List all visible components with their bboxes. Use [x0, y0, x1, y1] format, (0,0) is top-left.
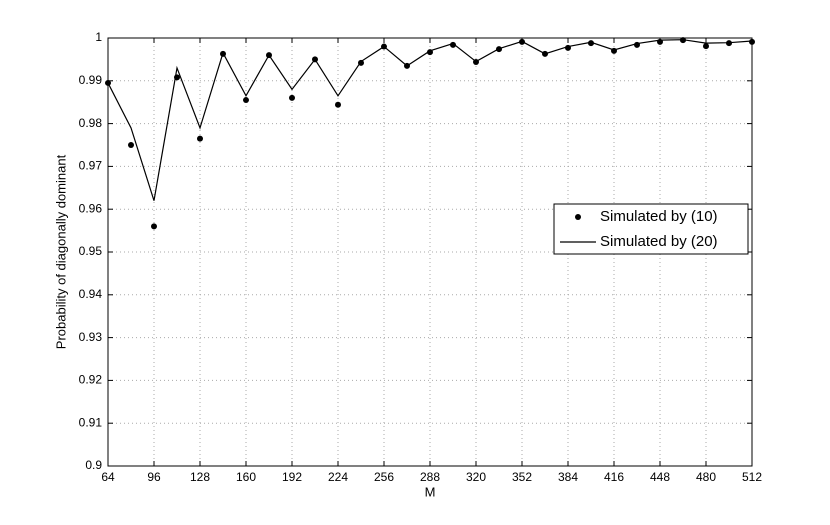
x-tick-label: 160: [236, 470, 256, 484]
data-point: [289, 94, 295, 101]
x-tick-label: 96: [147, 470, 161, 484]
legend-label: Simulated by (10): [600, 208, 718, 225]
x-tick-label: 384: [558, 470, 578, 484]
data-point: [243, 97, 249, 104]
data-point: [128, 142, 134, 148]
y-tick-label: 0.96: [79, 201, 103, 215]
legend-box: [553, 203, 749, 255]
data-point: [450, 41, 456, 48]
x-tick-label: 64: [101, 470, 115, 484]
x-tick-label: 448: [650, 470, 670, 484]
y-tick-label: 0.99: [79, 73, 103, 87]
data-point: [335, 101, 341, 108]
y-tick-label: 0.95: [79, 244, 103, 258]
y-tick-label: 0.93: [79, 330, 103, 344]
data-point: [703, 43, 709, 50]
y-tick-label: 0.94: [79, 287, 103, 301]
legend-label: Simulated by (20): [600, 233, 718, 250]
x-tick-label: 352: [512, 470, 532, 484]
y-tick-label: 0.92: [79, 373, 103, 387]
x-tick-label: 320: [466, 470, 486, 484]
data-point: [588, 40, 594, 47]
x-tick-label: 256: [374, 470, 394, 484]
data-point: [197, 135, 203, 142]
x-tick-label: 512: [742, 470, 762, 484]
plot-frame: [107, 37, 753, 467]
x-tick-label: 224: [328, 470, 348, 484]
data-point: [749, 38, 755, 45]
x-tick-label: 288: [420, 470, 440, 484]
x-axis-label: M: [425, 484, 436, 499]
y-tick-label: 0.97: [79, 159, 103, 173]
x-tick-label: 128: [190, 470, 210, 484]
y-tick-label: 0.9: [85, 458, 102, 472]
y-axis-label: Probability of diagonally dominant: [53, 154, 68, 349]
x-tick-label: 416: [604, 470, 624, 484]
x-tick-label: 480: [696, 470, 716, 484]
data-point: [151, 223, 157, 230]
data-line: [107, 39, 753, 201]
x-tick-label: 192: [282, 470, 302, 484]
y-tick-label: 0.91: [79, 415, 103, 429]
y-tick-label: 0.98: [79, 116, 103, 130]
y-tick-label: 1: [95, 30, 102, 44]
legend-symbol: [575, 214, 581, 220]
